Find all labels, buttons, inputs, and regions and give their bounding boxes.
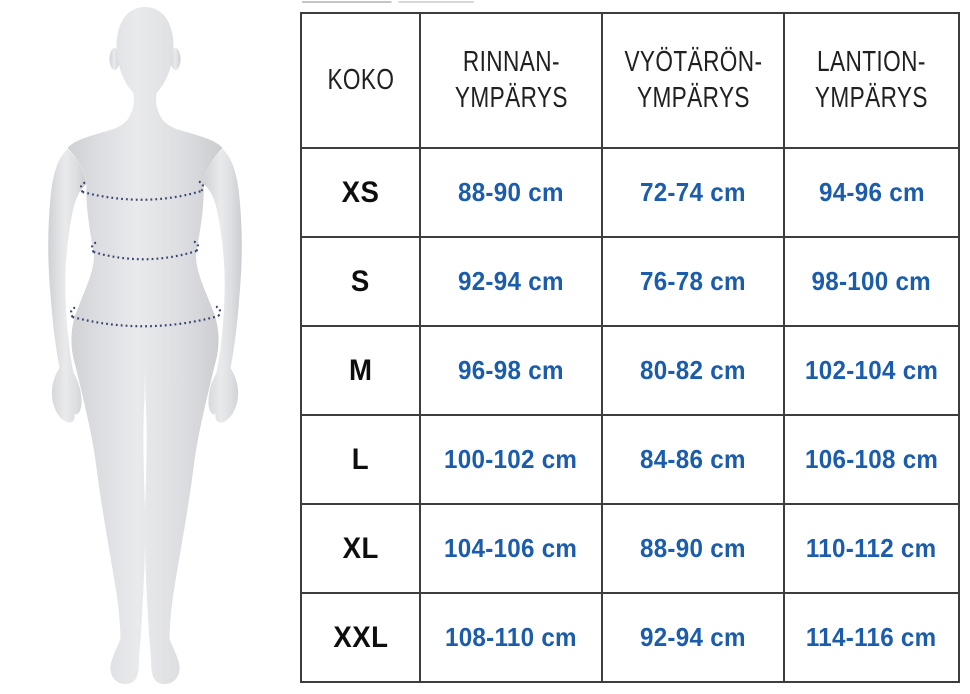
chest-value: 100-102 cm bbox=[444, 444, 578, 474]
chest-value-cell: 96-98 cm bbox=[419, 325, 603, 416]
chest-line-left-hook bbox=[80, 181, 88, 193]
waist-line bbox=[93, 249, 197, 261]
size-label: M bbox=[348, 353, 373, 387]
size-label-cell: XS bbox=[300, 147, 421, 238]
waist-value-cell: 92-94 cm bbox=[601, 592, 785, 683]
body-silhouette bbox=[67, 7, 223, 684]
chest-value: 92-94 cm bbox=[458, 266, 564, 296]
table-row-xxl: XXL 108-110 cm 92-94 cm 114-116 cm bbox=[300, 592, 960, 683]
table-row-m: M 96-98 cm 80-82 cm 102-104 cm bbox=[300, 325, 960, 416]
waist-value-cell: 72-74 cm bbox=[601, 147, 785, 238]
chest-value-cell: 108-110 cm bbox=[419, 592, 603, 683]
size-label-cell: S bbox=[300, 236, 421, 327]
chest-value-cell: 92-94 cm bbox=[419, 236, 603, 327]
waist-value-cell: 80-82 cm bbox=[601, 325, 785, 416]
hip-line-right-hook bbox=[213, 305, 221, 317]
hips-value-cell: 106-108 cm bbox=[783, 414, 960, 505]
size-label: S bbox=[351, 264, 370, 298]
size-label-cell: XXL bbox=[300, 592, 421, 683]
size-label: L bbox=[351, 442, 370, 476]
table-row-s: S 92-94 cm 76-78 cm 98-100 cm bbox=[300, 236, 960, 327]
column-header-label: KOKO bbox=[327, 63, 394, 96]
table-row-l: L 100-102 cm 84-86 cm 106-108 cm bbox=[300, 414, 960, 505]
size-label-cell: XL bbox=[300, 503, 421, 594]
chest-value-cell: 88-90 cm bbox=[419, 147, 603, 238]
waist-value: 72-74 cm bbox=[640, 177, 746, 207]
table-row-xl: XL 104-106 cm 88-90 cm 110-112 cm bbox=[300, 503, 960, 594]
chest-line-right-hook bbox=[196, 180, 204, 192]
waist-value: 84-86 cm bbox=[640, 444, 746, 474]
hips-value-cell: 98-100 cm bbox=[783, 236, 960, 327]
hips-value: 110-112 cm bbox=[806, 533, 937, 563]
chest-value: 96-98 cm bbox=[458, 355, 564, 385]
column-header-waist: VYÖTÄRÖN- YMPÄRYS bbox=[601, 12, 785, 149]
hips-value: 94-96 cm bbox=[818, 177, 925, 207]
size-label-cell: M bbox=[300, 325, 421, 416]
waist-value-cell: 88-90 cm bbox=[601, 503, 785, 594]
size-label-cell: L bbox=[300, 414, 421, 505]
size-label: XL bbox=[342, 531, 379, 565]
chest-value-cell: 100-102 cm bbox=[419, 414, 603, 505]
waist-value-cell: 84-86 cm bbox=[601, 414, 785, 505]
waist-value: 92-94 cm bbox=[640, 622, 746, 652]
hips-value: 102-104 cm bbox=[804, 355, 939, 385]
waist-line-right-hook bbox=[191, 240, 199, 252]
size-label: XS bbox=[341, 175, 380, 209]
hips-value-cell: 114-116 cm bbox=[783, 592, 960, 683]
table-header-row: KOKO RINNAN- YMPÄRYS VYÖTÄRÖN- YMPÄRYS L… bbox=[300, 12, 960, 149]
size-table: KOKO RINNAN- YMPÄRYS VYÖTÄRÖN- YMPÄRYS L… bbox=[300, 12, 960, 683]
waist-value-cell: 76-78 cm bbox=[601, 236, 785, 327]
column-header-label: LANTION- YMPÄRYS bbox=[815, 46, 928, 114]
waist-value: 80-82 cm bbox=[640, 355, 746, 385]
hips-value: 114-116 cm bbox=[806, 622, 937, 652]
hips-value: 106-108 cm bbox=[804, 444, 939, 474]
hips-value-cell: 102-104 cm bbox=[783, 325, 960, 416]
chest-value-cell: 104-106 cm bbox=[419, 503, 603, 594]
mannequin-svg bbox=[48, 7, 242, 684]
hip-line-left-hook bbox=[70, 306, 78, 318]
left-arm bbox=[48, 149, 87, 423]
chest-value: 88-90 cm bbox=[458, 177, 564, 207]
waist-value: 88-90 cm bbox=[640, 533, 746, 563]
right-arm bbox=[203, 149, 242, 423]
female-body-silhouette bbox=[0, 0, 290, 694]
column-header-koko: KOKO bbox=[300, 12, 421, 149]
chest-value: 108-110 cm bbox=[445, 622, 577, 652]
column-header-label: VYÖTÄRÖN- YMPÄRYS bbox=[624, 46, 762, 114]
column-header-hips: LANTION- YMPÄRYS bbox=[783, 12, 960, 149]
waist-line-left-hook bbox=[91, 241, 99, 253]
size-label: XXL bbox=[332, 620, 389, 654]
cropped-edge-artifact bbox=[302, 1, 474, 3]
waist-value: 76-78 cm bbox=[640, 266, 746, 296]
hips-value: 98-100 cm bbox=[811, 266, 932, 296]
hips-value-cell: 94-96 cm bbox=[783, 147, 960, 238]
hips-value-cell: 110-112 cm bbox=[783, 503, 960, 594]
column-header-chest: RINNAN- YMPÄRYS bbox=[419, 12, 603, 149]
table-row-xs: XS 88-90 cm 72-74 cm 94-96 cm bbox=[300, 147, 960, 238]
column-header-label: RINNAN- YMPÄRYS bbox=[454, 46, 568, 114]
chest-value: 104-106 cm bbox=[444, 533, 578, 563]
